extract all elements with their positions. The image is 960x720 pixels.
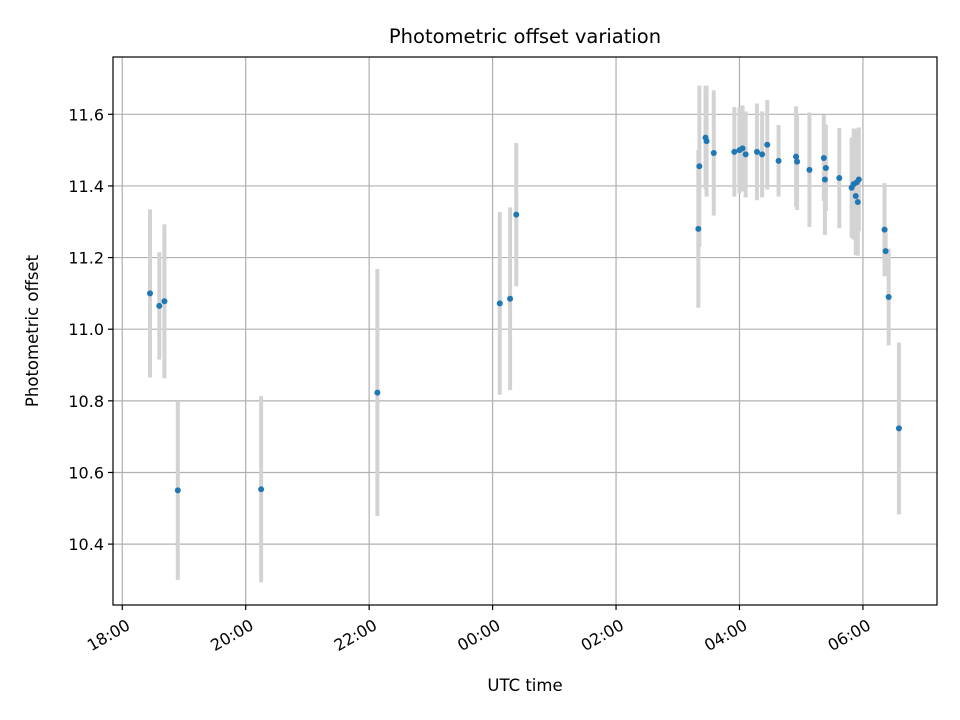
data-point	[174, 487, 181, 494]
data-point	[147, 290, 154, 297]
y-tick-label: 11.2	[68, 249, 104, 268]
data-point	[821, 176, 828, 183]
data-point	[820, 155, 827, 162]
data-point	[161, 298, 168, 305]
y-tick-label: 10.8	[68, 392, 104, 411]
data-point	[855, 176, 862, 183]
data-point	[806, 166, 813, 173]
data-point	[710, 149, 717, 156]
data-point	[794, 158, 801, 165]
data-point	[822, 165, 829, 172]
data-point	[885, 293, 892, 300]
data-point	[258, 486, 265, 493]
y-axis-title: Photometric offset	[23, 254, 42, 407]
data-point	[764, 141, 771, 148]
data-point	[742, 151, 749, 158]
data-point	[882, 248, 889, 255]
data-point	[695, 225, 702, 232]
y-tick-label: 10.6	[68, 463, 104, 482]
data-point	[854, 199, 861, 206]
data-point	[753, 148, 760, 155]
data-point	[895, 425, 902, 432]
data-point	[881, 226, 888, 233]
data-point	[513, 211, 520, 218]
data-point	[775, 157, 782, 164]
y-tick-label: 11.4	[68, 177, 104, 196]
data-point	[731, 148, 738, 155]
data-point	[852, 192, 859, 199]
data-point	[156, 302, 163, 309]
data-point	[793, 153, 800, 160]
data-point	[703, 138, 710, 145]
marker-layer	[147, 134, 902, 494]
data-point	[739, 145, 746, 152]
x-axis-title: UTC time	[487, 676, 562, 695]
plot-area-frame	[112, 56, 938, 606]
data-point	[496, 300, 503, 307]
y-tick-label: 11.0	[68, 320, 104, 339]
y-tick-label: 11.6	[68, 105, 104, 124]
data-point	[836, 175, 843, 182]
data-point	[696, 163, 703, 170]
data-point	[759, 151, 766, 158]
y-tick-label: 10.4	[68, 535, 104, 554]
data-point	[374, 389, 381, 396]
data-point	[507, 295, 514, 302]
chart-title: Photometric offset variation	[389, 25, 661, 48]
